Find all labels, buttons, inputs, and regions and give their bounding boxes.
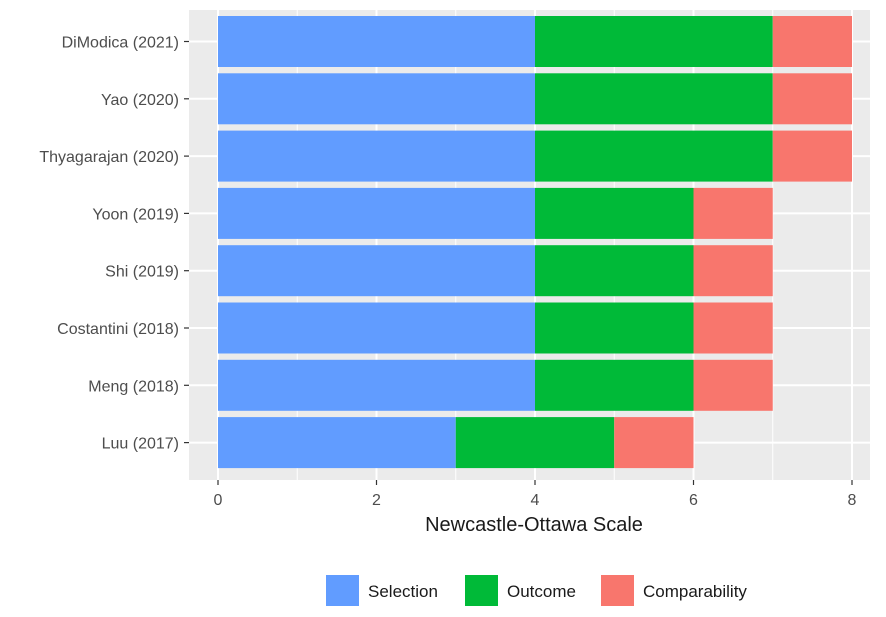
x-tick-label: 6 [689,492,698,509]
y-tick-label: Yoon (2019) [92,206,179,223]
bar-comparability [614,417,694,469]
bar-outcome [535,16,773,67]
bar-selection [218,130,535,182]
bar-comparability [693,187,773,239]
legend-label: Outcome [507,582,576,601]
bars [218,16,852,469]
y-tick-label: Yao (2020) [101,92,179,109]
bar-selection [218,359,535,411]
bar-selection [218,187,535,239]
bar-selection [218,73,535,125]
bar-selection [218,302,535,354]
bar-selection [218,245,535,297]
bar-comparability [693,302,773,354]
bar-outcome [535,302,694,354]
x-axis-ticks: 0 2 4 6 8 [214,480,857,509]
legend-key-selection [326,575,359,606]
x-tick-label: 2 [372,492,381,509]
bar-comparability [772,16,852,67]
legend-key-outcome [465,575,498,606]
x-tick-label: 8 [848,492,857,509]
bar-outcome [535,359,694,411]
bar-outcome [535,130,773,182]
legend-label: Comparability [643,582,747,601]
bar-outcome [455,417,615,469]
bar-selection [218,417,456,469]
bar-selection [218,16,535,67]
legend-label: Selection [368,582,438,601]
x-axis-title: Newcastle-Ottawa Scale [425,514,643,536]
y-tick-label: Thyagarajan (2020) [39,149,179,166]
bar-comparability [693,359,773,411]
x-tick-label: 4 [531,492,540,509]
bar-outcome [535,187,694,239]
y-tick-label: Luu (2017) [102,436,179,453]
y-tick-label: Costantini (2018) [57,321,179,338]
legend-key-comparability [601,575,634,606]
y-tick-label: Shi (2019) [105,264,179,281]
bar-comparability [772,73,852,125]
bar-outcome [535,245,694,297]
bar-outcome [535,73,773,125]
bar-comparability [772,130,852,182]
y-tick-label: DiModica (2021) [62,35,179,52]
x-tick-label: 0 [214,492,223,509]
bar-comparability [693,245,773,297]
y-axis-ticks: DiModica (2021) Yao (2020) Thyagarajan (20… [39,35,189,453]
y-tick-label: Meng (2018) [88,378,179,395]
legend: Selection Outcome Comparability [326,575,747,606]
